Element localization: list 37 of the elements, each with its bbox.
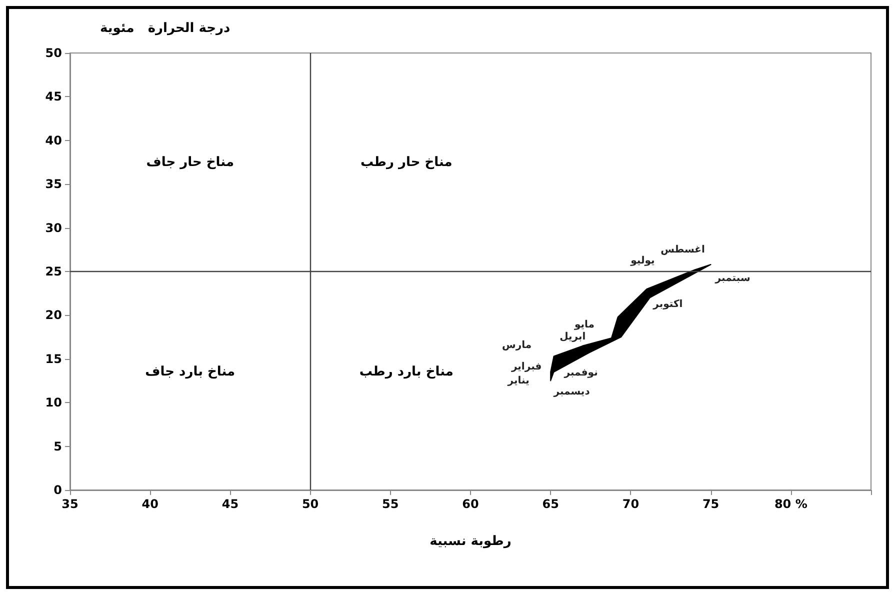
annotation: مايو <box>573 319 594 330</box>
x-tick-label: 75 <box>702 497 720 511</box>
y-tick-label: 20 <box>45 308 62 322</box>
annotation: مناخ حار رطب <box>360 154 452 170</box>
x-tick-label: 40 <box>142 497 158 511</box>
y-tick-label: 50 <box>45 46 62 60</box>
annotation: مناخ حار جاف <box>146 154 234 170</box>
annotation: مناخ بارد جاف <box>145 364 236 380</box>
annotation: يوليو <box>630 255 656 266</box>
x-tick-label: 55 <box>382 497 399 511</box>
x-tick-label: 60 <box>462 497 479 511</box>
x-tick-label: 80 % <box>774 497 808 511</box>
y-tick-label: 0 <box>54 483 62 497</box>
annotation: ديسمبر <box>552 386 590 398</box>
y-tick-label: 45 <box>45 90 62 104</box>
annotation: فبراير <box>510 362 542 373</box>
x-axis-title: رطوبة نسبية <box>430 534 512 549</box>
y-tick-label: 30 <box>45 220 62 235</box>
y-tick-label: 40 <box>45 133 62 148</box>
annotation: ابريل <box>560 331 586 342</box>
y-tick-label: 5 <box>54 439 62 454</box>
annotation: اكتوبر <box>652 299 683 310</box>
annotation: يناير <box>506 375 530 386</box>
annotation: نوفمبر <box>563 367 598 378</box>
annotation: مناخ بارد رطب <box>359 364 454 380</box>
annotation: اغسطس <box>660 244 705 256</box>
x-tick-label: 45 <box>222 497 239 511</box>
y-tick-label: 35 <box>45 177 62 192</box>
y-tick-label: 10 <box>45 396 62 410</box>
y-tick-label: 15 <box>45 352 62 366</box>
x-tick-label: 65 <box>542 497 559 511</box>
x-tick-label: 50 <box>302 497 319 511</box>
y-tick-label: 25 <box>45 264 62 278</box>
x-tick-label: 70 <box>622 497 640 511</box>
annotation: سبتمبر <box>714 273 750 284</box>
y-axis-title: درجة الحرارة مئوية <box>100 21 231 36</box>
annotation: مارس <box>502 340 532 351</box>
